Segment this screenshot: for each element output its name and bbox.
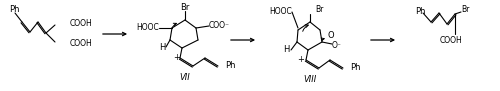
Text: +: + xyxy=(298,56,304,65)
Text: HOOC: HOOC xyxy=(136,23,159,32)
Text: COOH: COOH xyxy=(70,39,93,49)
Text: VII: VII xyxy=(180,74,190,83)
Text: Br: Br xyxy=(315,5,324,14)
Text: COOH: COOH xyxy=(440,36,462,45)
Text: Ph: Ph xyxy=(350,64,360,73)
Text: O⁻: O⁻ xyxy=(332,41,342,51)
Text: Ph: Ph xyxy=(415,7,426,16)
Text: Br: Br xyxy=(461,5,469,14)
Text: Ph: Ph xyxy=(9,5,20,14)
Text: COO⁻: COO⁻ xyxy=(209,21,230,30)
Text: H: H xyxy=(284,46,290,55)
Text: Ph: Ph xyxy=(225,62,235,71)
Text: HOOC: HOOC xyxy=(269,7,292,16)
Text: Br: Br xyxy=(180,3,190,12)
Text: +: + xyxy=(174,53,180,62)
Text: VIII: VIII xyxy=(304,75,316,84)
Text: H: H xyxy=(158,42,165,52)
Text: COOH: COOH xyxy=(70,19,93,28)
Text: O: O xyxy=(328,31,334,40)
